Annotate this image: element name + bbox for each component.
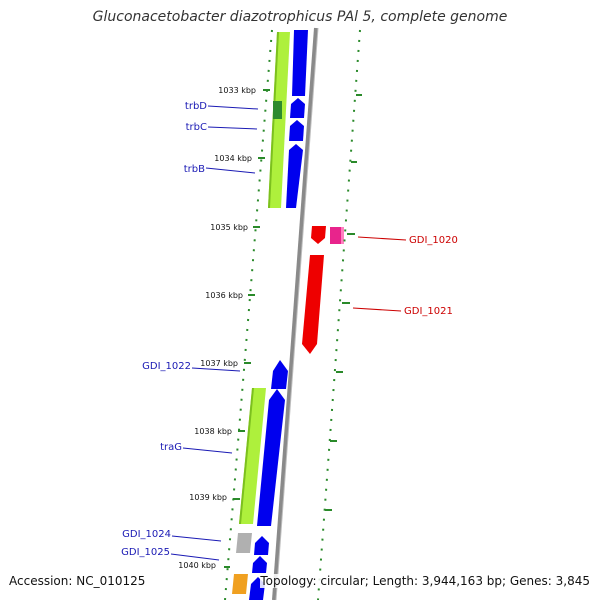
- tick-label: 1033 kbp: [218, 86, 256, 95]
- gene-label-GDI_1021: GDI_1021: [404, 306, 453, 317]
- tick-label: 1036 kbp: [205, 291, 243, 300]
- gene-GDI_1020-partner: [330, 227, 344, 244]
- gene-label-GDI_1025: GDI_1025: [121, 547, 170, 558]
- cog-block-3: [236, 533, 252, 553]
- accession-label: Accession: NC_010125: [9, 574, 146, 588]
- map-title: Gluconacetobacter diazotrophicus PAl 5, …: [92, 9, 508, 25]
- gene-label-GDI_1020: GDI_1020: [409, 235, 458, 246]
- guide-lines: [224, 29, 362, 600]
- tick-label: 1037 kbp: [200, 359, 238, 368]
- tick-label: 1035 kbp: [210, 223, 248, 232]
- forward-cds-track: [249, 30, 308, 600]
- cog-track: [232, 32, 290, 594]
- backbone: [272, 27, 319, 600]
- gene-label-GDI_1024: GDI_1024: [122, 529, 171, 540]
- tick-label: 1034 kbp: [214, 154, 252, 163]
- gene-GDI_1025: [252, 556, 267, 573]
- reverse-cds-track: [302, 226, 344, 354]
- gene-trbC: [289, 120, 304, 141]
- tick-label: 1040 kbp: [178, 561, 216, 570]
- cog-block-trbD: [273, 101, 282, 119]
- tick-label: 1038 kbp: [194, 427, 232, 436]
- gene-labels: trbD trbC trbB GDI_1020 GDI_1021 GDI_102…: [121, 101, 458, 561]
- gene-GDI_1024: [254, 536, 269, 555]
- tick-label: 1039 kbp: [189, 493, 227, 502]
- gene-GDI_1020: [311, 226, 326, 244]
- gene-GDI_1021: [302, 255, 324, 354]
- gene-trbB: [286, 144, 303, 208]
- gene-label-traG: traG: [160, 442, 182, 453]
- topology-label: Topology: circular; Length: 3,944,163 bp…: [260, 574, 590, 588]
- gene-label-GDI_1022: GDI_1022: [142, 361, 191, 372]
- cog-block-4: [232, 574, 248, 594]
- gene-block: [292, 30, 308, 96]
- cog-block-1: [268, 32, 290, 208]
- cog-block-2: [239, 388, 266, 524]
- gene-label-trbD: trbD: [185, 101, 207, 112]
- gene-label-trbC: trbC: [186, 122, 207, 133]
- scale-ticks: 1033 kbp 1034 kbp 1035 kbp 1036 kbp 1037…: [178, 86, 270, 570]
- gene-trbD: [290, 98, 305, 118]
- gene-label-trbB: trbB: [184, 164, 205, 175]
- gene-GDI_1022: [271, 360, 288, 389]
- gene-traG: [257, 389, 285, 526]
